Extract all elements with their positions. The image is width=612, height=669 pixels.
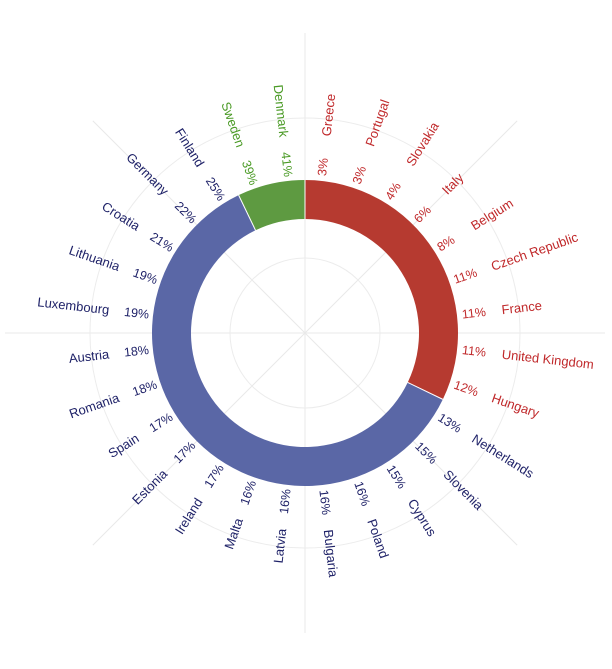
country-label: Netherlands [469, 431, 537, 481]
value-label: 8% [435, 233, 458, 254]
country-label: Czech Republic [489, 229, 580, 273]
country-label: Cyprus [405, 496, 440, 539]
value-label: 19% [131, 266, 159, 287]
value-label: 19% [123, 305, 149, 322]
grid-circle [89, 117, 521, 549]
value-label: 25% [203, 175, 228, 204]
ring-separator [407, 382, 444, 400]
ring-segment [238, 180, 305, 231]
grid-line [92, 120, 518, 546]
value-label: 16% [238, 479, 259, 507]
country-label: Hungary [490, 390, 542, 421]
value-label: 21% [148, 230, 177, 255]
value-label: 16% [277, 488, 294, 514]
value-label: 11% [461, 305, 487, 322]
value-label: 18% [123, 343, 149, 360]
value-label: 12% [452, 378, 480, 399]
ring-segment [305, 180, 458, 400]
ring-separator [238, 194, 256, 231]
country-label: Latvia [271, 527, 290, 564]
value-label: 41% [278, 151, 295, 177]
country-label: Slovenia [440, 467, 486, 513]
country-label: United Kingdom [501, 347, 595, 372]
country-label: Denmark [271, 84, 292, 139]
value-label: 17% [147, 410, 176, 435]
value-label: 16% [351, 480, 372, 508]
country-label: Spain [105, 431, 141, 461]
country-label: Finland [172, 126, 207, 170]
value-label: 39% [239, 159, 260, 187]
value-label: 11% [461, 343, 487, 360]
country-label: Estonia [129, 466, 171, 508]
value-label: 3% [315, 157, 331, 177]
country-label: Austria [68, 346, 111, 366]
country-label: Greece [319, 93, 339, 137]
grid [5, 33, 605, 633]
ring [152, 180, 458, 486]
country-label: Luxembourg [37, 294, 111, 317]
value-label: 16% [316, 489, 333, 515]
value-label: 17% [202, 462, 227, 491]
country-label: Portugal [362, 97, 392, 148]
country-label: Bulgaria [321, 529, 341, 579]
value-label: 17% [171, 439, 199, 467]
country-label: Ireland [172, 495, 206, 537]
value-label: 15% [384, 463, 409, 492]
value-label: 18% [131, 378, 159, 399]
value-label: 6% [411, 203, 434, 226]
value-label: 13% [435, 411, 464, 436]
value-label: 22% [172, 199, 200, 227]
country-label: Malta [221, 515, 246, 551]
country-label: Slovakia [403, 119, 442, 169]
country-label: Sweden [218, 100, 248, 149]
value-label: 15% [412, 439, 440, 467]
country-label: Romania [67, 390, 122, 422]
country-label: Italy [439, 170, 467, 198]
country-label: Lithuania [67, 242, 122, 274]
country-label: Croatia [99, 199, 143, 234]
value-label: 11% [452, 266, 479, 287]
value-label: 4% [383, 180, 404, 203]
country-label: Germany [123, 150, 172, 199]
value-label: 3% [350, 164, 369, 186]
grid-circle [229, 257, 381, 409]
country-label: France [501, 298, 543, 317]
